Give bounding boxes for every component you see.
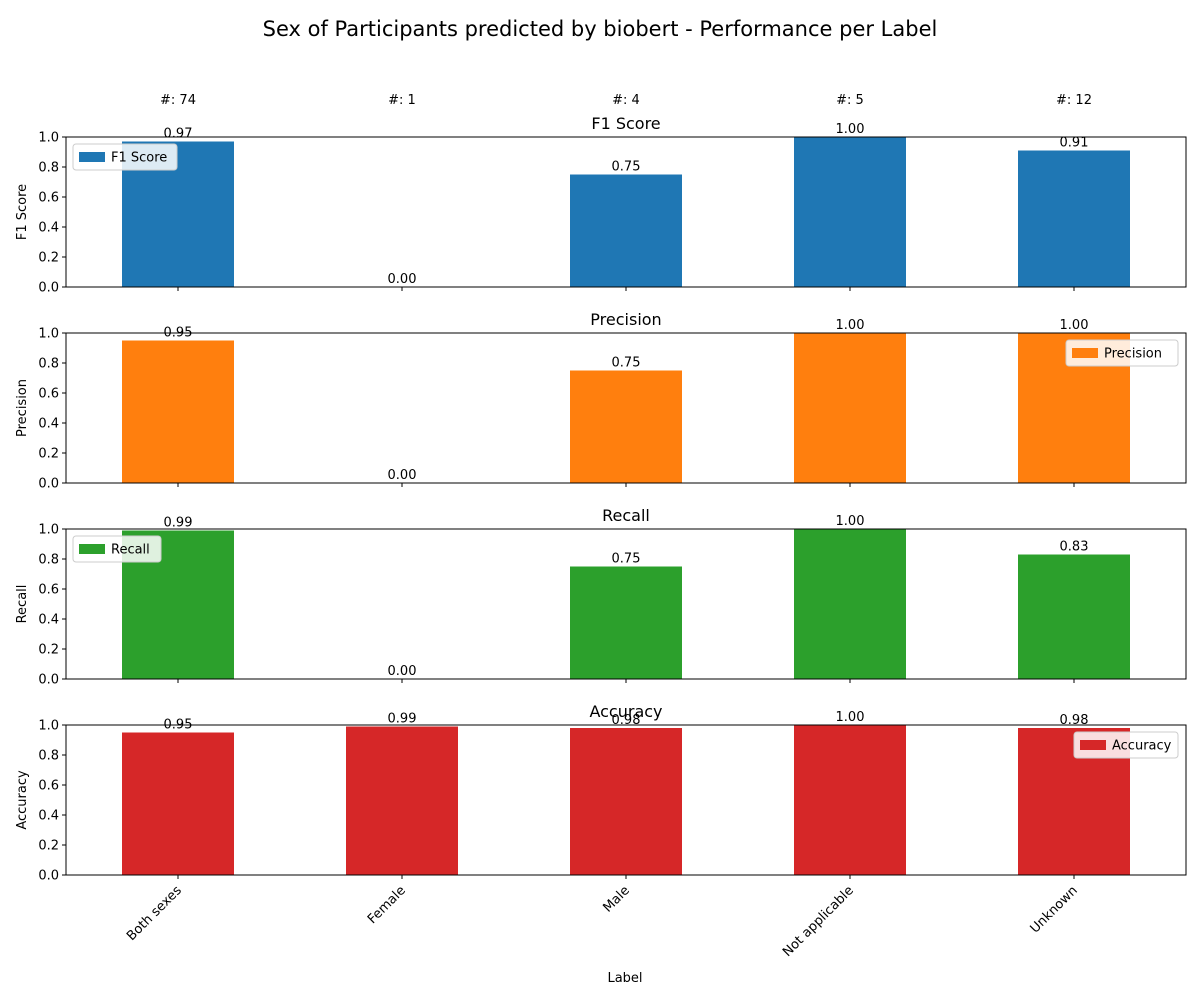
value-label: 0.99 bbox=[388, 712, 417, 727]
value-label: 1.00 bbox=[836, 122, 865, 137]
y-tick-label: 0.0 bbox=[38, 673, 59, 688]
panel-recall: 0.0 0.2 0.4 0.6 0.8 1.0 0.99 0.00 0.75 1.00 0.83 Re… bbox=[15, 506, 1187, 688]
y-tick-label: 0.0 bbox=[38, 281, 59, 296]
panel-title: F1 Score bbox=[591, 114, 660, 133]
legend-swatch bbox=[79, 152, 105, 162]
sample-count-label: #: 1 bbox=[388, 93, 416, 108]
y-tick-label: 0.0 bbox=[38, 477, 59, 492]
legend: Recall bbox=[72, 535, 162, 563]
y-axis-label: F1 Score bbox=[15, 184, 30, 240]
legend-label: F1 Score bbox=[111, 151, 167, 166]
y-tick-label: 0.2 bbox=[38, 251, 59, 266]
y-tick-label: 1.0 bbox=[38, 327, 59, 342]
panel-precision: 0.0 0.2 0.4 0.6 0.8 1.0 0.95 0.00 0.75 1.00 1.00 Pr… bbox=[15, 310, 1187, 492]
panel-accuracy: 0.00.20.40.60.81.0 0.95 0.99 0.98 1.00 0.98Ac… bbox=[15, 702, 1187, 884]
y-tick-label: 0.2 bbox=[38, 643, 59, 658]
y-tick-label: 1.0 bbox=[38, 719, 59, 734]
value-label: 1.00 bbox=[836, 514, 865, 529]
legend-label: Recall bbox=[111, 543, 150, 558]
legend-box bbox=[72, 535, 162, 563]
legend: F1 Score bbox=[72, 143, 178, 171]
y-tick-label: 0.4 bbox=[38, 221, 59, 236]
value-label: 1.00 bbox=[836, 710, 865, 725]
y-tick-label: 0.8 bbox=[38, 553, 59, 568]
bar bbox=[1018, 554, 1130, 679]
bar bbox=[794, 137, 906, 287]
panel-title: Accuracy bbox=[589, 702, 662, 721]
value-label: 0.98 bbox=[1060, 713, 1089, 728]
bar bbox=[1018, 150, 1130, 287]
y-tick-label: 0.8 bbox=[38, 357, 59, 372]
legend-box bbox=[1073, 731, 1179, 759]
y-tick-label: 1.0 bbox=[38, 523, 59, 538]
legend-box bbox=[1065, 339, 1179, 367]
bar bbox=[794, 333, 906, 483]
value-label: 0.00 bbox=[388, 272, 417, 287]
bar bbox=[122, 340, 234, 483]
legend-label: Accuracy bbox=[1112, 739, 1172, 754]
y-tick-label: 0.4 bbox=[38, 417, 59, 432]
y-tick-label: 0.0 bbox=[38, 869, 59, 884]
value-label: 0.98 bbox=[612, 713, 641, 728]
panel-f1-score: 0.0 0.2 0.4 0.6 0.8 1.0 0.97 0.00 0.75 1.00 0.91 F1… bbox=[15, 114, 1187, 296]
chart-panels: #: 74 #: 1 #: 4 #: 5 #: 12 0.0 0.2 0.4 0.6 0.8 1.0… bbox=[15, 93, 1187, 960]
legend: Precision bbox=[1065, 339, 1179, 367]
sample-count-label: #: 4 bbox=[612, 93, 640, 108]
legend-label: Precision bbox=[1104, 347, 1162, 362]
value-label: 0.95 bbox=[164, 718, 193, 733]
y-tick-label: 0.2 bbox=[38, 447, 59, 462]
sample-count-label: #: 74 bbox=[160, 93, 196, 108]
panel-title: Precision bbox=[590, 310, 661, 329]
bar bbox=[570, 174, 682, 287]
bar bbox=[570, 566, 682, 679]
y-tick-label: 0.8 bbox=[38, 161, 59, 176]
value-label: 0.75 bbox=[612, 160, 641, 175]
bar bbox=[794, 725, 906, 875]
y-tick-label: 0.6 bbox=[38, 779, 59, 794]
bar bbox=[122, 732, 234, 875]
value-label: 0.75 bbox=[612, 356, 641, 371]
legend-swatch bbox=[79, 544, 105, 554]
y-tick-label: 0.6 bbox=[38, 583, 59, 598]
value-label: 1.00 bbox=[836, 318, 865, 333]
value-label: 0.75 bbox=[612, 552, 641, 567]
legend-box bbox=[72, 143, 178, 171]
value-label: 0.99 bbox=[164, 516, 193, 531]
y-tick-label: 0.4 bbox=[38, 613, 59, 628]
bar bbox=[570, 370, 682, 483]
legend-swatch bbox=[1072, 348, 1098, 358]
value-label: 0.00 bbox=[388, 664, 417, 679]
y-axis-label: Recall bbox=[15, 585, 30, 624]
bar bbox=[346, 726, 458, 875]
y-tick-label: 0.6 bbox=[38, 191, 59, 206]
bar bbox=[794, 529, 906, 679]
y-axis-label: Accuracy bbox=[15, 770, 30, 830]
y-tick-label: 0.4 bbox=[38, 809, 59, 824]
legend: Accuracy bbox=[1073, 731, 1179, 759]
y-tick-label: 0.8 bbox=[38, 749, 59, 764]
value-label: 0.91 bbox=[1060, 136, 1089, 151]
x-axis-label: Label bbox=[607, 971, 642, 986]
value-label: 0.00 bbox=[388, 468, 417, 483]
y-tick-label: 0.2 bbox=[38, 839, 59, 854]
y-tick-label: 1.0 bbox=[38, 131, 59, 146]
sample-count-label: #: 12 bbox=[1056, 93, 1092, 108]
y-axis-label: Precision bbox=[15, 379, 30, 437]
value-label: 0.95 bbox=[164, 326, 193, 341]
legend-swatch bbox=[1080, 740, 1106, 750]
value-label: 0.83 bbox=[1060, 540, 1089, 555]
value-label: 1.00 bbox=[1060, 318, 1089, 333]
panel-title: Recall bbox=[602, 506, 650, 525]
sample-count-label: #: 5 bbox=[836, 93, 864, 108]
bar bbox=[570, 728, 682, 875]
chart-title: Sex of Participants predicted by biobert… bbox=[263, 17, 938, 41]
y-tick-label: 0.6 bbox=[38, 387, 59, 402]
value-label: 0.97 bbox=[164, 127, 193, 142]
